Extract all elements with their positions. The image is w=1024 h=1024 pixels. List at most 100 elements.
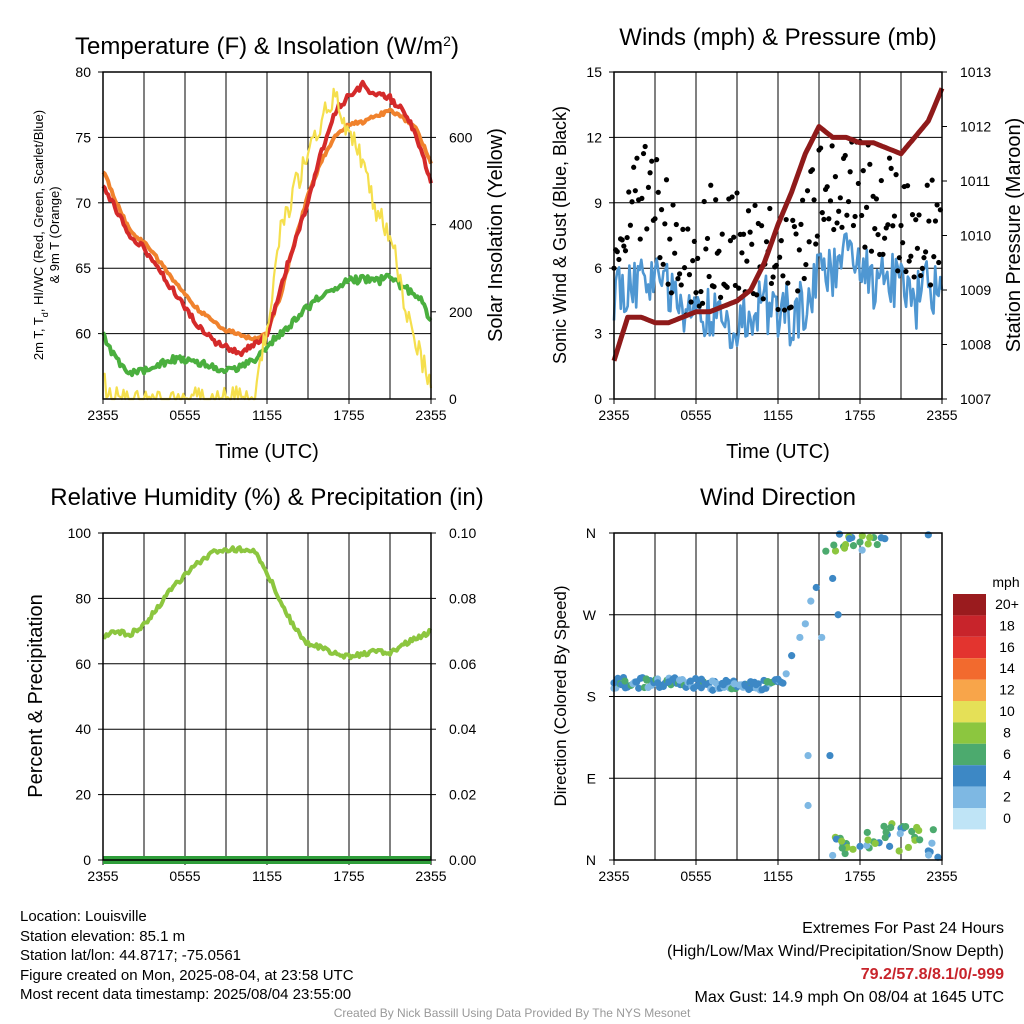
winds-gust-point bbox=[872, 226, 878, 232]
winds-gust-point bbox=[931, 254, 937, 260]
wind-direction-y-tick-label: S bbox=[587, 689, 596, 705]
winds-gust-point bbox=[652, 216, 658, 222]
winds-gust-point bbox=[727, 238, 734, 244]
winds-gust-point bbox=[819, 210, 825, 216]
winds-gust-point bbox=[863, 204, 870, 210]
legend-swatch bbox=[953, 808, 986, 830]
winds-gust-point bbox=[703, 246, 709, 252]
winds-gust-point bbox=[891, 213, 898, 219]
humidity-y2-tick-label: 0.00 bbox=[449, 852, 476, 868]
winds-gust-point bbox=[909, 212, 916, 218]
humidity-y-tick-label: 80 bbox=[75, 590, 91, 606]
temperature-y-tick-label: 80 bbox=[75, 64, 91, 80]
legend-swatch bbox=[953, 658, 986, 680]
wind-direction-y-tick-label: W bbox=[583, 607, 597, 623]
winds-gust-point bbox=[763, 239, 770, 245]
winds-gust-point bbox=[631, 164, 637, 170]
winds-gust-point bbox=[698, 288, 704, 295]
ylabel-winds: Sonic Wind & Gust (Blue, Black) bbox=[550, 106, 570, 364]
winds-gust-point bbox=[919, 265, 925, 272]
ylabel-right-temperature: Solar Insolation (Yellow) bbox=[485, 128, 507, 342]
winds-gust-point bbox=[850, 222, 857, 229]
wind-direction-point bbox=[924, 851, 933, 859]
wind-direction-point bbox=[902, 822, 910, 831]
winds-gust-point bbox=[793, 231, 799, 237]
winds-y2-tick-label: 1007 bbox=[960, 391, 991, 407]
temperature-y-tick-label: 70 bbox=[75, 195, 91, 211]
winds-gust-point bbox=[649, 158, 655, 164]
humidity-y2-tick-label: 0.02 bbox=[449, 787, 476, 803]
winds-gust-point bbox=[716, 248, 722, 254]
winds-gust-point bbox=[663, 177, 670, 183]
winds-y-tick-label: 12 bbox=[586, 129, 602, 145]
winds-gust-point bbox=[693, 289, 699, 296]
winds-gust-point bbox=[662, 221, 668, 227]
wind-direction-point bbox=[858, 546, 866, 554]
xlabel-winds: Time (UTC) bbox=[726, 441, 830, 463]
winds-gust-point bbox=[811, 197, 817, 203]
winds-gust-point bbox=[668, 290, 675, 296]
winds-series-pressure bbox=[611, 87, 945, 362]
legend-label: 4 bbox=[1003, 767, 1011, 783]
winds-gust-point bbox=[677, 271, 683, 277]
winds-gust-point bbox=[878, 177, 884, 184]
winds-gust-point bbox=[673, 221, 679, 228]
winds-plot: 2355 0555 1155 1755 235503691215100710081009… bbox=[586, 64, 991, 423]
temperature-x-tick-label: 1755 bbox=[333, 407, 364, 423]
winds-gust-point bbox=[859, 212, 865, 219]
winds-gust-point bbox=[824, 184, 830, 190]
winds-gust-point bbox=[873, 196, 880, 202]
winds-gust-point bbox=[775, 306, 781, 313]
winds-gust-point bbox=[637, 236, 643, 242]
wind-direction-x-tick-label: 0555 bbox=[680, 868, 711, 884]
winds-gust-point bbox=[934, 202, 940, 208]
winds-gust-point bbox=[804, 188, 811, 194]
legend-swatch bbox=[953, 722, 986, 744]
winds-gust-point bbox=[809, 167, 816, 173]
winds-y2-tick-label: 1008 bbox=[960, 337, 991, 353]
wind-direction-y-tick-label: N bbox=[586, 525, 596, 541]
wind-direction-point bbox=[858, 532, 866, 540]
humidity-y-tick-label: 60 bbox=[75, 656, 91, 672]
wind-direction-point bbox=[741, 682, 749, 690]
wind-direction-point bbox=[877, 534, 885, 542]
winds-gust-point bbox=[867, 161, 873, 167]
wind-direction-point bbox=[849, 542, 858, 550]
temperature-y2-tick-label: 200 bbox=[449, 304, 473, 320]
wind-direction-point bbox=[779, 679, 787, 687]
winds-gust-point bbox=[704, 235, 711, 242]
winds-gust-point bbox=[911, 274, 917, 280]
winds-gust-point bbox=[834, 220, 840, 226]
winds-gust-point bbox=[855, 180, 861, 187]
humidity-y2-tick-label: 0.10 bbox=[449, 525, 476, 541]
credit-text: Created By Nick Bassill Using Data Provi… bbox=[333, 1006, 691, 1020]
wind-direction-point bbox=[719, 681, 727, 689]
wind-direction-point bbox=[826, 751, 834, 760]
winds-x-tick-label: 2355 bbox=[598, 407, 629, 423]
winds-y2-tick-label: 1010 bbox=[960, 228, 991, 244]
winds-gust-point bbox=[745, 208, 752, 214]
winds-gust-point bbox=[839, 224, 845, 230]
winds-gust-point bbox=[906, 258, 912, 264]
wind-direction-x-tick-label: 1755 bbox=[844, 868, 875, 884]
winds-gust-point bbox=[718, 294, 724, 300]
wind-direction-point bbox=[796, 633, 804, 642]
wind-direction-point bbox=[880, 822, 888, 830]
wind-direction-point bbox=[856, 538, 864, 546]
wind-direction-point bbox=[881, 833, 889, 842]
extremes-values: 79.2/57.8/8.1/0/-999 bbox=[860, 966, 1004, 983]
winds-gust-point bbox=[688, 299, 694, 305]
temperature-x-tick-label: 1155 bbox=[252, 407, 282, 423]
ylabel-humidity: Percent & Precipitation bbox=[25, 594, 47, 797]
humidity-x-tick-label: 0555 bbox=[169, 868, 200, 884]
extremes-subtitle: (High/Low/Max Wind/Precipitation/Snow De… bbox=[666, 943, 1004, 960]
temperature-y2-tick-label: 400 bbox=[449, 217, 473, 233]
wind-direction-y-tick-label: E bbox=[587, 770, 596, 786]
humidity-y-tick-label: 100 bbox=[68, 525, 92, 541]
winds-x-tick-label: 2355 bbox=[926, 407, 957, 423]
ylabel-wind-direction: Direction (Colored By Speed) bbox=[551, 585, 570, 806]
winds-gust-point bbox=[837, 195, 843, 201]
wind-direction-point bbox=[886, 842, 894, 850]
winds-gust-point bbox=[842, 152, 848, 159]
